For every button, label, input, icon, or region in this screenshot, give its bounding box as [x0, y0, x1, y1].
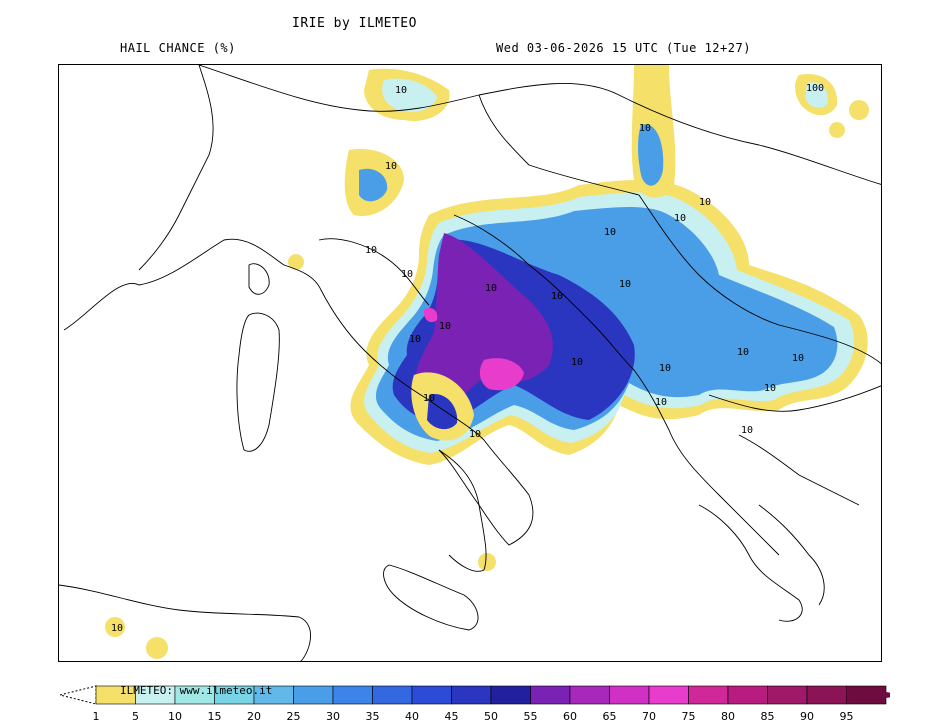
contour-label: 10 [619, 279, 631, 290]
chart-title: IRIE by ILMETEO [292, 16, 417, 31]
legend-tick-label: 75 [682, 710, 696, 723]
legend-tick-label: 85 [761, 710, 775, 723]
hail-field-layer [105, 65, 869, 659]
contour-label: 10 [365, 245, 377, 256]
hail-field-yellow-africa [146, 637, 168, 659]
legend-swatch [490, 685, 531, 705]
hail-field-cyan-ne [805, 82, 828, 108]
hail-field-magenta-west [423, 308, 438, 323]
hail-field-yellow-liguria [288, 254, 304, 270]
hail-chance-map: 10 100 10 10 10 10 10 10 10 10 10 10 10 … [58, 64, 882, 662]
contour-label: 10 [469, 429, 481, 440]
variable-label: HAIL CHANCE (%) [120, 41, 236, 55]
hail-field-blue-carpathian [638, 124, 664, 186]
contour-label: 10 [571, 357, 583, 368]
legend-swatch [767, 685, 808, 705]
legend-swatch [293, 685, 334, 705]
legend-swatch [530, 685, 571, 705]
coastline-layer [59, 65, 881, 661]
legend-tick-label: 1 [93, 710, 100, 723]
legend-swatch [648, 685, 689, 705]
legend-tick-label: 95 [840, 710, 854, 723]
contour-label: 10 [485, 283, 497, 294]
hail-field-magenta [479, 358, 524, 391]
hail-field-blue-south [427, 394, 458, 430]
contour-label: 10 [699, 197, 711, 208]
legend-arrow-left [59, 685, 97, 705]
hail-field-yellow-africa [105, 617, 125, 637]
contour-label: 10 [659, 363, 671, 374]
legend-swatch [332, 685, 373, 705]
legend-tick-label: 70 [642, 710, 656, 723]
legend-tick-label: 5 [132, 710, 139, 723]
legend-tick-label: 40 [405, 710, 419, 723]
contour-labels: 10 100 10 10 10 10 10 10 10 10 10 10 10 … [111, 83, 824, 634]
legend-tick-label: 45 [445, 710, 459, 723]
contour-label: 10 [741, 425, 753, 436]
contour-label: 10 [737, 347, 749, 358]
hail-field-blue-alps [359, 168, 388, 202]
legend-arrow-right [846, 686, 906, 704]
contour-label: 100 [806, 83, 824, 94]
credit-text: ILMETEO: www.ilmeteo.it [120, 684, 273, 697]
legend-tick-label: 25 [287, 710, 301, 723]
contour-label: 10 [792, 353, 804, 364]
legend-swatch [688, 685, 729, 705]
contour-label: 10 [604, 227, 616, 238]
legend-swatch [372, 685, 413, 705]
valid-time: Wed 03-06-2026 15 UTC (Tue 12+27) [496, 41, 751, 55]
legend-tick-label: 55 [524, 710, 538, 723]
contour-label: 10 [639, 123, 651, 134]
legend-tick-label: 35 [366, 710, 380, 723]
legend-swatch [451, 685, 492, 705]
legend-swatch [609, 685, 650, 705]
legend-tick-label: 60 [563, 710, 577, 723]
contour-label: 10 [439, 321, 451, 332]
legend-tick-label: 80 [721, 710, 735, 723]
contour-label: 10 [395, 85, 407, 96]
legend-bar: 1 5 10 15 20 25 30 35 40 45 50 55 60 65 70 75 80 85 90 95 [59, 685, 906, 723]
hail-field-cyan-north [382, 78, 437, 112]
contour-label: 10 [551, 291, 563, 302]
legend-swatch [411, 685, 452, 705]
hail-field-yellow-spot [849, 100, 869, 120]
contour-label: 10 [764, 383, 776, 394]
contour-label: 10 [401, 269, 413, 280]
contour-label: 10 [423, 393, 435, 404]
legend-tick-label: 90 [800, 710, 814, 723]
contour-label: 10 [385, 161, 397, 172]
legend-tick-label: 15 [208, 710, 222, 723]
legend-tick-label: 65 [603, 710, 617, 723]
hail-field-yellow-spot [829, 122, 845, 138]
hail-field-yellow-sicily [478, 553, 496, 571]
legend-swatch [727, 685, 768, 705]
color-legend: 1 5 10 15 20 25 30 35 40 45 50 55 60 65 70 75 80 85 90 95 [59, 682, 906, 724]
contour-label: 10 [674, 213, 686, 224]
legend-tick-label: 30 [326, 710, 340, 723]
map-canvas: 10 100 10 10 10 10 10 10 10 10 10 10 10 … [59, 65, 881, 661]
contour-label: 10 [655, 397, 667, 408]
legend-tick-label: 10 [168, 710, 182, 723]
legend-tick-label: 50 [484, 710, 498, 723]
legend-swatch [569, 685, 610, 705]
contour-label: 10 [409, 334, 421, 345]
contour-label: 10 [111, 623, 123, 634]
legend-swatch [806, 685, 847, 705]
legend-tick-label: 20 [247, 710, 261, 723]
